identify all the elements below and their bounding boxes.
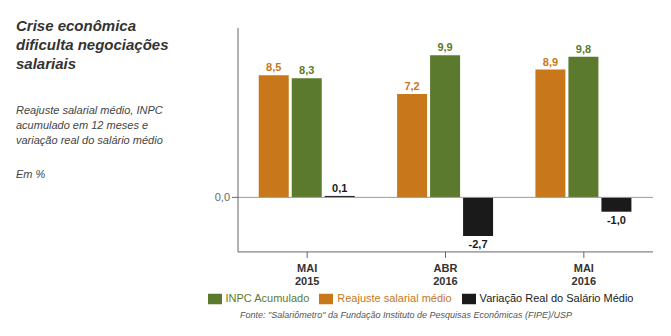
html-text:variação real do salário médio: variação real do salário médio [16,134,163,146]
svg-text:8,9: 8,9 [543,56,558,68]
html-text:INPC Acumulado: INPC Acumulado [225,291,310,304]
svg-text:9,9: 9,9 [437,41,452,53]
html-text:acumulado em 12 meses e: acumulado em 12 meses e [16,119,149,131]
html-text:Em %: Em % [16,168,46,180]
html-text:Crise econômica: Crise econômica [16,17,137,34]
svg-text:-1,0: -1,0 [607,214,626,226]
svg-text:MAI2016: MAI2016 [572,262,596,287]
html-text:Reajuste salarial médio, INPC: Reajuste salarial médio, INPC [16,104,163,116]
html-text:Fonte: "Salariômetro" da Funda: Fonte: "Salariômetro" da Fundação Instit… [240,310,572,320]
html-text:Reajuste salarial médio: Reajuste salarial médio [337,291,452,304]
html-text:Variação Real do Salário Médio: Variação Real do Salário Médio [479,291,634,304]
svg-text:9,8: 9,8 [576,43,591,55]
svg-text:ABR2016: ABR2016 [433,262,457,287]
html-text:salariais: salariais [16,55,77,72]
svg-text:8,3: 8,3 [299,64,314,76]
svg-text:7,2: 7,2 [404,80,419,92]
html-text:dificulta negociações: dificulta negociações [16,36,169,53]
svg-text:-2,7: -2,7 [469,238,488,250]
svg-text:MAI2015: MAI2015 [295,262,319,287]
svg-text:8,5: 8,5 [266,61,281,73]
svg-text:0,1: 0,1 [332,182,347,194]
svg-text:0,0: 0,0 [215,191,230,203]
